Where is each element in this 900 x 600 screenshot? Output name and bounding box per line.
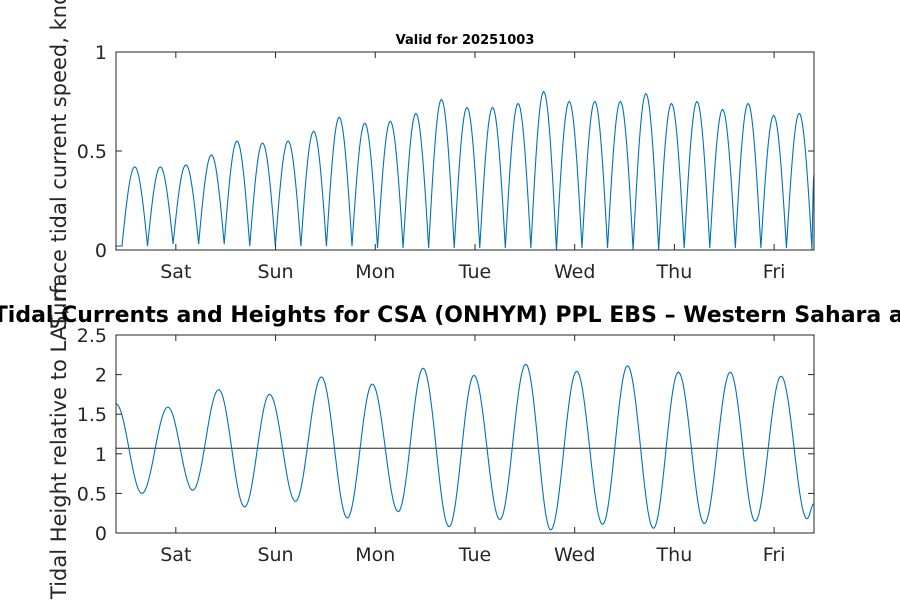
tidal-height-series-line bbox=[115, 363, 815, 531]
current-speed-ytick-label: 0.5 bbox=[77, 141, 107, 163]
tidal-height-ytick-label: 0 bbox=[95, 523, 107, 545]
tidal-height-ytick-label: 1 bbox=[95, 444, 107, 466]
tidal-height-xtick-label: Fri bbox=[763, 544, 786, 566]
current-speed-xtick-label: Thu bbox=[656, 261, 693, 283]
tidal-height-panel: 0 0.5 1 1.5 2 2.5 Sat Sun Mon Tue Wed Thu Fri Tidal… bbox=[0, 281, 900, 600]
tidal-height-ytick-label: 2.5 bbox=[77, 325, 107, 347]
tidal-height-xtick-label: Wed bbox=[554, 544, 595, 566]
current-speed-panel: 0 0.5 1 Sat Sun Mon Tue Wed Thu Fri Valid for 20… bbox=[47, 0, 815, 329]
tidal-height-xtick-label: Thu bbox=[656, 544, 693, 566]
tidal-height-ylabel: Tidal Height relative to LAT, m bbox=[47, 281, 71, 600]
tidal-height-xtick-label: Mon bbox=[355, 544, 395, 566]
current-speed-xtick-label: Tue bbox=[458, 261, 491, 283]
current-speed-xtick-label: Sun bbox=[257, 261, 293, 283]
current-speed-xtick-label: Mon bbox=[355, 261, 395, 283]
current-speed-series-line bbox=[116, 90, 815, 251]
tidal-height-ytick-label: 1.5 bbox=[77, 404, 107, 426]
current-speed-xtick-label: Wed bbox=[554, 261, 595, 283]
current-speed-title: Valid for 20251003 bbox=[396, 33, 535, 48]
tidal-height-xtick-label: Tue bbox=[458, 544, 491, 566]
current-speed-xtick-label: Fri bbox=[763, 261, 786, 283]
current-speed-xtick-label: Sat bbox=[160, 261, 191, 283]
current-speed-ytick-label: 0 bbox=[95, 240, 107, 262]
tidal-height-ytick-label: 0.5 bbox=[77, 483, 107, 505]
current-speed-plot-area bbox=[116, 52, 814, 250]
tidal-height-ytick-label: 2 bbox=[95, 365, 107, 387]
current-speed-ylabel: Surface tidal current speed, knots bbox=[47, 0, 71, 329]
tidal-height-xtick-label: Sun bbox=[257, 544, 293, 566]
tidal-height-plot-area bbox=[116, 335, 814, 533]
tidal-height-title: Tidal Currents and Heights for CSA (ONHY… bbox=[0, 303, 900, 328]
tidal-height-xtick-label: Sat bbox=[160, 544, 191, 566]
tidal-height-axes-box bbox=[115, 334, 815, 534]
current-speed-ytick-label: 1 bbox=[95, 42, 107, 64]
